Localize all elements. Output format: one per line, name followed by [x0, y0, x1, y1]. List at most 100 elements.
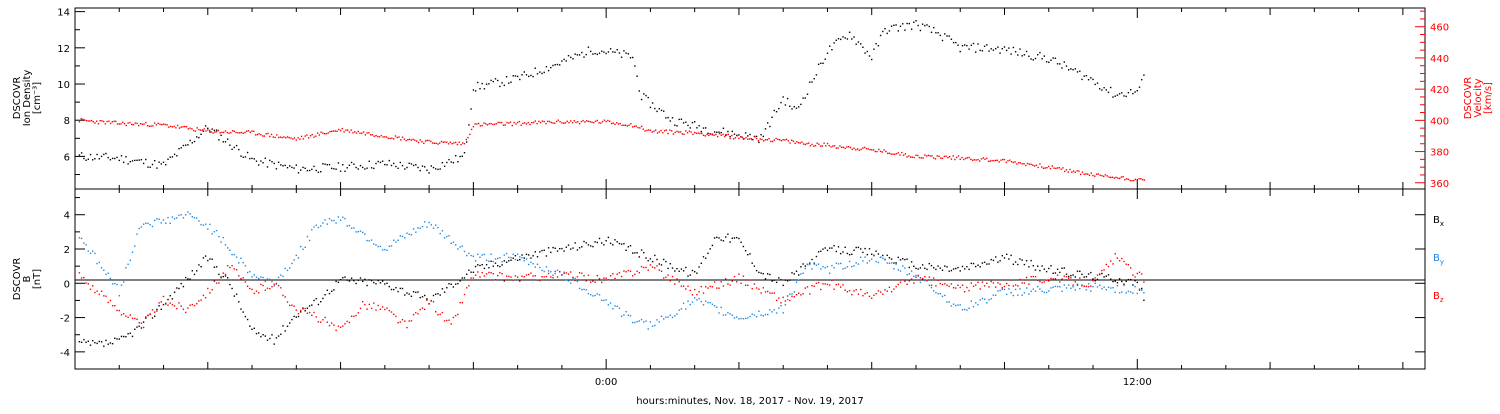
bx-point [1006, 253, 1008, 255]
bx-point [753, 265, 756, 267]
y-axis-label-bottom-line: DSCOVR [12, 258, 23, 301]
velocity-point [895, 153, 898, 155]
by-point [1014, 288, 1017, 291]
by-point [264, 280, 266, 283]
bx-point [755, 269, 758, 272]
density-point [477, 81, 479, 84]
bz-point [499, 272, 501, 274]
bx-point [581, 246, 583, 248]
by-point [240, 257, 242, 259]
by-point [415, 231, 417, 233]
bx-point [1092, 278, 1094, 280]
bx-point [273, 343, 275, 345]
bz-point [802, 293, 804, 295]
bz-point [366, 308, 368, 310]
velocity-point [103, 120, 105, 123]
velocity-point [789, 142, 791, 144]
bx-point [1008, 258, 1010, 260]
by-point [997, 290, 999, 292]
density-point [1061, 67, 1063, 69]
by-point [516, 253, 519, 255]
velocity-point [398, 136, 400, 138]
density-point [820, 62, 822, 64]
by-point [304, 246, 306, 248]
bz-point [439, 313, 441, 315]
by-point [432, 227, 435, 229]
bx-point [353, 280, 355, 282]
density-point [567, 55, 570, 57]
bz-point [1118, 260, 1121, 262]
velocity-point [750, 138, 752, 140]
density-point [694, 121, 696, 123]
by-point [541, 269, 543, 272]
by-point [158, 218, 160, 220]
bz-point [884, 289, 886, 291]
bx-point [322, 297, 324, 300]
velocity-point [780, 140, 783, 142]
velocity-point [180, 126, 182, 128]
density-point [691, 121, 694, 124]
by-point [640, 318, 643, 321]
density-point [1052, 57, 1054, 59]
velocity-point [899, 154, 901, 156]
x-tick-label: 12:00 [1123, 377, 1152, 388]
bz-point [1138, 271, 1141, 273]
bx-point [450, 283, 452, 285]
bx-point [663, 258, 665, 261]
velocity-point [286, 136, 289, 138]
by-point [629, 315, 632, 317]
bz-point [481, 272, 483, 274]
bx-point [269, 337, 271, 340]
bz-point [559, 270, 561, 273]
bz-point [1025, 276, 1028, 279]
by-point [519, 256, 521, 258]
bz-point [968, 289, 970, 292]
by-point [919, 281, 922, 284]
bx-point [795, 270, 798, 272]
density-point [955, 41, 957, 44]
bz-point [908, 280, 910, 282]
velocity-point [251, 130, 253, 132]
bx-point [455, 283, 457, 285]
velocity-point [849, 146, 852, 149]
density-point [860, 43, 862, 45]
bx-point [109, 342, 112, 344]
bz-point [731, 280, 733, 282]
density-point [158, 161, 160, 163]
density-point [428, 172, 430, 174]
by-point [866, 262, 868, 264]
bz-point [295, 309, 297, 311]
velocity-point [582, 119, 584, 122]
bx-point [667, 267, 669, 270]
by-point [895, 263, 897, 265]
density-point [884, 28, 886, 30]
velocity-point [152, 125, 154, 127]
velocity-point [525, 123, 528, 125]
by-point [180, 214, 182, 216]
by-point [928, 284, 930, 287]
density-point [950, 38, 953, 40]
bx-point [784, 279, 787, 281]
bx-point [211, 258, 213, 260]
density-point [432, 166, 435, 169]
by-point [789, 293, 791, 295]
bz-point [1090, 285, 1092, 287]
velocity-point [263, 135, 266, 137]
by-point [853, 265, 855, 267]
bz-point [505, 275, 508, 277]
velocity-point [430, 140, 432, 143]
by-point [213, 231, 216, 233]
bz-point [603, 277, 605, 279]
density-point [654, 107, 656, 110]
density-point [474, 90, 477, 92]
by-point [1136, 292, 1138, 295]
y-axis-label-right-line: [km/s] [1483, 82, 1494, 114]
velocity-point [184, 125, 186, 128]
by-point [829, 272, 831, 274]
velocity-point [878, 148, 880, 151]
density-point [601, 50, 603, 52]
density-point [530, 74, 532, 77]
by-point [211, 233, 213, 235]
by-point [1099, 284, 1101, 286]
by-point [1021, 294, 1023, 296]
